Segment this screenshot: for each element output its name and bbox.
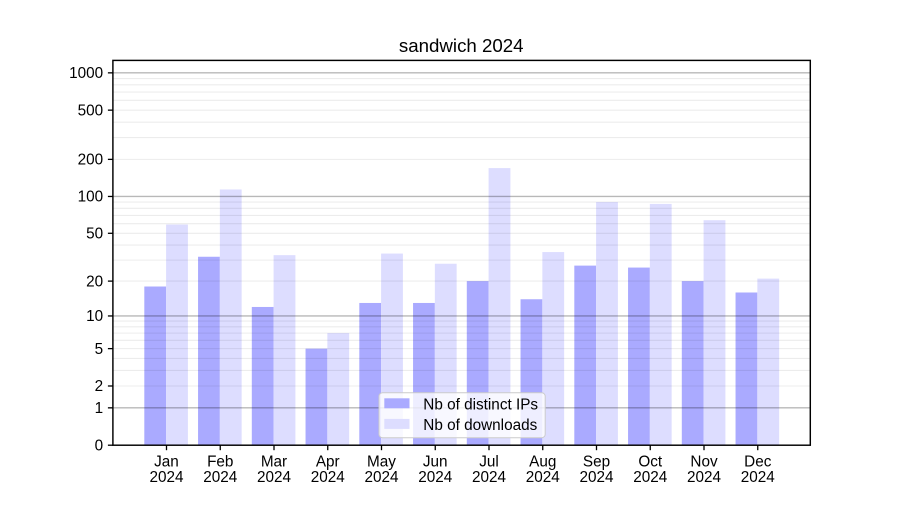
svg-text:100: 100 xyxy=(78,189,104,206)
svg-text:2024: 2024 xyxy=(687,469,722,486)
svg-text:Sep: Sep xyxy=(583,453,610,470)
svg-text:0: 0 xyxy=(95,437,104,454)
svg-text:Feb: Feb xyxy=(207,453,233,470)
svg-text:2024: 2024 xyxy=(418,469,453,486)
svg-text:Aug: Aug xyxy=(529,453,556,470)
svg-text:2024: 2024 xyxy=(311,469,346,486)
svg-text:Mar: Mar xyxy=(261,453,287,470)
svg-text:2024: 2024 xyxy=(579,469,614,486)
svg-text:2: 2 xyxy=(95,378,104,395)
svg-text:2024: 2024 xyxy=(633,469,668,486)
svg-text:5: 5 xyxy=(95,341,104,358)
svg-text:50: 50 xyxy=(86,225,103,242)
svg-text:2024: 2024 xyxy=(741,469,776,486)
svg-text:May: May xyxy=(367,453,396,470)
svg-text:Jan: Jan xyxy=(154,453,179,470)
svg-text:Apr: Apr xyxy=(316,453,340,470)
svg-text:2024: 2024 xyxy=(149,469,184,486)
svg-text:200: 200 xyxy=(78,152,104,169)
svg-text:2024: 2024 xyxy=(257,469,292,486)
svg-text:2024: 2024 xyxy=(203,469,238,486)
svg-text:2024: 2024 xyxy=(364,469,399,486)
svg-text:Jun: Jun xyxy=(423,453,448,470)
svg-text:20: 20 xyxy=(86,273,103,290)
svg-text:Dec: Dec xyxy=(744,453,772,470)
svg-text:Nb of downloads: Nb of downloads xyxy=(423,417,537,434)
svg-text:Oct: Oct xyxy=(638,453,663,470)
svg-text:10: 10 xyxy=(86,308,103,325)
svg-text:1000: 1000 xyxy=(69,65,103,82)
svg-text:2024: 2024 xyxy=(526,469,561,486)
svg-text:Nov: Nov xyxy=(690,453,718,470)
svg-text:sandwich 2024: sandwich 2024 xyxy=(399,35,524,56)
svg-text:Jul: Jul xyxy=(479,453,499,470)
svg-text:Nb of distinct IPs: Nb of distinct IPs xyxy=(423,396,538,413)
svg-text:500: 500 xyxy=(78,102,104,119)
svg-text:1: 1 xyxy=(95,400,104,417)
svg-text:2024: 2024 xyxy=(472,469,507,486)
